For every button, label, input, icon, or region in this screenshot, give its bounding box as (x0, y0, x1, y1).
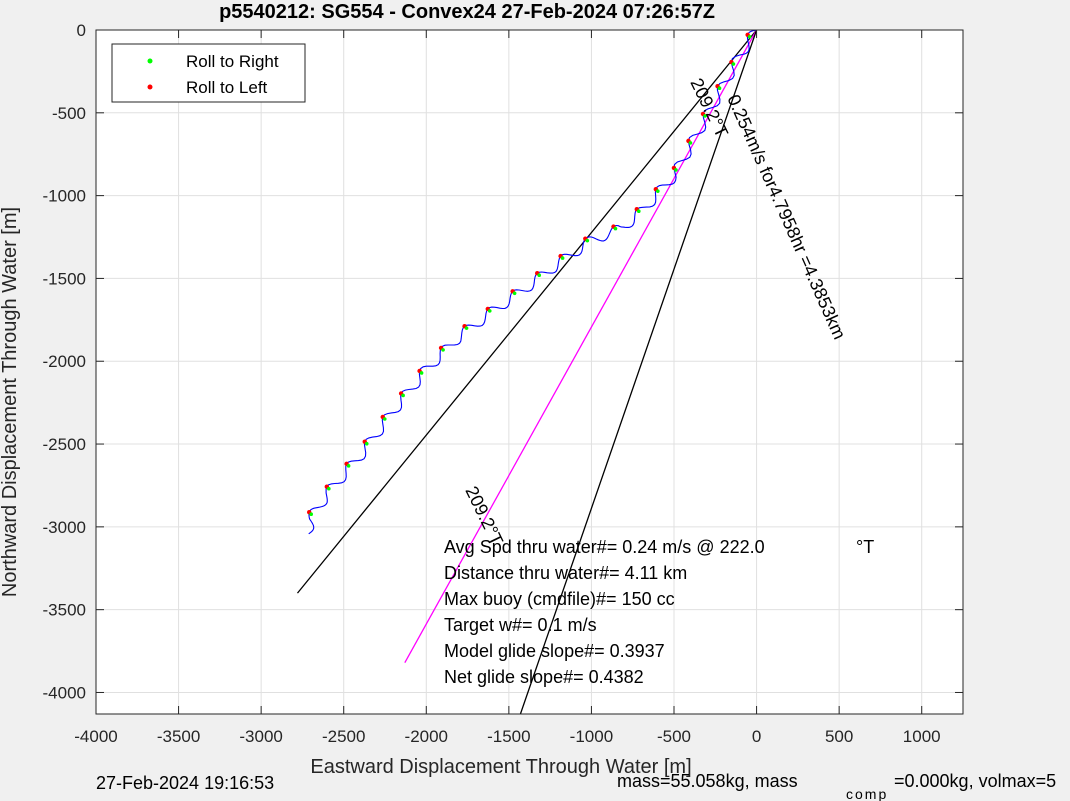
heading-reference-line (296, 29, 758, 594)
distance-text: Distance thru water#= 4.11 km (444, 563, 687, 583)
max-buoy-text: Max buoy (cmdfile)#= 150 cc (444, 589, 675, 609)
model-glide-slope-text: Model glide slope#= 0.3937 (444, 641, 665, 661)
roll-right-point (731, 62, 736, 66)
y-axis-label: Northward Displacement Through Water [m] (0, 207, 21, 597)
legend-box (111, 43, 306, 103)
statistics-annotations: Avg Spd thru water#= 0.24 m/s @ 222.0 °T… (444, 537, 874, 687)
x-tick-label: -500 (657, 727, 691, 746)
legend: Roll to Right Roll to Left (111, 43, 306, 103)
roll-right-point (585, 238, 590, 243)
target-w-text: Target w#= 0.1 m/s (444, 615, 597, 635)
grid (95, 29, 963, 714)
x-tick-label: -1500 (487, 727, 530, 746)
heading-reference-line (519, 29, 758, 715)
roll-right-point (441, 348, 445, 352)
legend-marker-roll-right (147, 58, 153, 64)
axes-box (95, 29, 964, 715)
roll-right-point (717, 86, 722, 90)
avg-speed-text: Avg Spd thru water#= 0.24 m/s @ 222.0 (444, 537, 765, 557)
x-tick-label: -3500 (157, 727, 200, 746)
x-tick-label: 0 (752, 727, 761, 746)
y-tick-label: -4000 (43, 683, 86, 702)
y-tick-label: -2500 (43, 435, 86, 454)
roll-right-point (688, 141, 693, 145)
y-tick-label: -3500 (43, 601, 86, 620)
net-glide-slope-text: Net glide slope#= 0.4382 (444, 667, 644, 687)
chart-title: p5540212: SG554 - Convex24 27-Feb-2024 0… (219, 1, 715, 23)
x-tick-label: -1000 (570, 727, 613, 746)
roll-right-point (364, 441, 369, 446)
legend-label-roll-left: Roll to Left (186, 78, 268, 97)
roll-right-point (327, 486, 331, 491)
reference-lines (296, 29, 758, 715)
roll-right-point (346, 464, 351, 468)
roll-right-point (636, 209, 641, 213)
glider-track (306, 29, 757, 535)
y-tick-label: -2000 (43, 352, 86, 371)
roll-right-point (747, 35, 752, 39)
y-tick-label: -1500 (43, 269, 86, 288)
roll-right-point (382, 417, 387, 421)
roll-right-point (703, 114, 707, 118)
x-tick-label: -2500 (322, 727, 365, 746)
avg-speed-unit-text: °T (856, 537, 874, 557)
axes-background (96, 30, 963, 714)
x-tick-label: -4000 (74, 727, 117, 746)
roll-right-point (487, 309, 492, 313)
roll-right-point (560, 256, 565, 260)
roll-right-point (401, 393, 405, 398)
roll-right-point (537, 273, 542, 277)
footer-timestamp: 27-Feb-2024 19:16:53 (96, 773, 274, 793)
x-tick-label: 1000 (903, 727, 941, 746)
legend-label-roll-right: Roll to Right (186, 52, 279, 71)
roll-right-point (419, 371, 424, 375)
footer-mass: mass=55.058kg, mass (617, 771, 798, 791)
x-axis-label: Eastward Displacement Through Water [m] (310, 756, 691, 778)
mean-heading-line (404, 29, 758, 663)
y-tick-label: -3000 (43, 518, 86, 537)
y-tick-label: -500 (52, 104, 86, 123)
y-tick-label: 0 (77, 21, 86, 40)
roll-right-point (464, 326, 469, 330)
y-tick-label: -1000 (43, 187, 86, 206)
x-tick-label: -3000 (239, 727, 282, 746)
footer-mass-subscript: comp (846, 786, 888, 801)
roll-right-point (656, 189, 660, 193)
roll-right-point (309, 512, 313, 517)
x-tick-label: 500 (825, 727, 853, 746)
roll-right-point (512, 291, 517, 296)
footer-volmax: =0.000kg, volmax=5 (894, 771, 1056, 791)
ticks: -4000 -3500 -3000 -2500 -2000 -1500 -1000 -500 0… (43, 21, 963, 746)
x-tick-label: -2000 (405, 727, 448, 746)
legend-marker-roll-left (147, 84, 153, 90)
roll-right-point (613, 226, 618, 231)
roll-right-point (674, 168, 678, 172)
